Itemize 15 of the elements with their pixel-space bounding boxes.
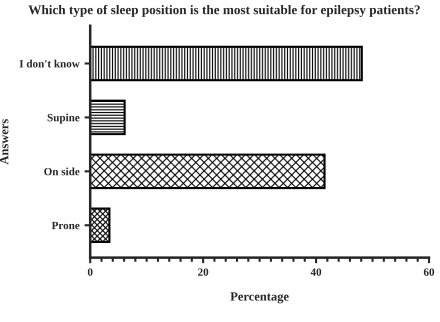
y-tick-label: I don't know (20, 60, 80, 68)
chart-title: Which type of sleep position is the most suitable for epilepsy patients? (28, 4, 420, 17)
bar (90, 100, 126, 136)
x-axis-title: Percentage (230, 292, 289, 304)
y-axis-title: Answers (0, 119, 8, 164)
x-tick-label: 20 (198, 268, 208, 276)
x-tick-label: 0 (88, 268, 93, 276)
bar (90, 154, 326, 190)
bar (90, 207, 110, 244)
x-tick-label: 40 (310, 268, 322, 276)
bar (90, 46, 363, 82)
x-tick-label: 60 (424, 268, 434, 276)
y-tick-label: Prone (52, 222, 80, 230)
y-tick-label: On side (44, 167, 80, 176)
y-tick-label: Supine (48, 114, 80, 124)
